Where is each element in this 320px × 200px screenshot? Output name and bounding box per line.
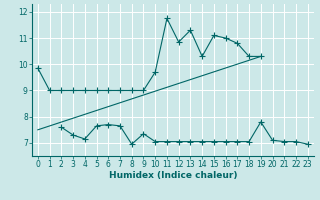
- X-axis label: Humidex (Indice chaleur): Humidex (Indice chaleur): [108, 171, 237, 180]
